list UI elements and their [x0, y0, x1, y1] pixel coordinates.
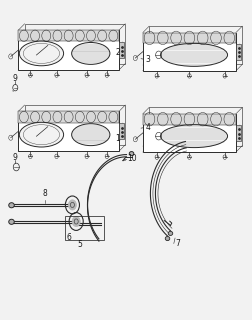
Bar — [18, 111, 118, 123]
Text: 4: 4 — [145, 123, 150, 132]
Text: 9: 9 — [12, 74, 17, 83]
Bar — [24, 105, 125, 145]
Bar — [118, 123, 124, 139]
Bar — [18, 30, 118, 70]
Ellipse shape — [165, 236, 169, 241]
Bar — [18, 30, 118, 41]
Bar — [118, 42, 124, 58]
Ellipse shape — [71, 124, 109, 146]
Ellipse shape — [9, 203, 14, 208]
Bar — [142, 33, 235, 71]
Text: 2: 2 — [115, 48, 119, 57]
Bar — [142, 114, 235, 124]
Ellipse shape — [9, 219, 14, 224]
Bar — [18, 111, 118, 151]
Text: 8: 8 — [42, 189, 47, 198]
Ellipse shape — [160, 125, 227, 148]
Ellipse shape — [168, 231, 172, 236]
Ellipse shape — [23, 125, 59, 145]
Bar — [149, 108, 241, 146]
Ellipse shape — [160, 44, 227, 66]
Circle shape — [72, 216, 80, 227]
Ellipse shape — [71, 43, 109, 64]
Text: 10: 10 — [127, 154, 136, 163]
Bar — [142, 114, 235, 152]
Bar — [235, 125, 240, 141]
Ellipse shape — [129, 152, 133, 156]
Text: 6: 6 — [66, 233, 71, 242]
Text: 1: 1 — [115, 134, 119, 143]
Text: 3: 3 — [145, 55, 150, 64]
Text: 5: 5 — [77, 240, 82, 249]
Circle shape — [68, 200, 76, 210]
Bar — [149, 26, 241, 64]
Text: 7: 7 — [175, 239, 180, 248]
Ellipse shape — [19, 41, 63, 66]
Ellipse shape — [23, 44, 59, 63]
Bar — [24, 24, 125, 64]
Ellipse shape — [19, 122, 63, 147]
Bar — [235, 44, 240, 60]
Bar — [142, 33, 235, 43]
Text: 9: 9 — [12, 153, 17, 162]
